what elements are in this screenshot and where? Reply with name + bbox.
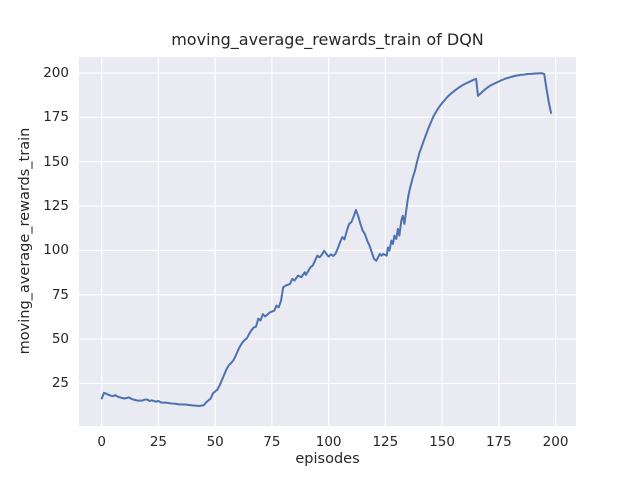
y-tick-label: 125 <box>43 198 69 215</box>
x-tick-label: 25 <box>149 434 168 450</box>
plot-area <box>79 57 576 426</box>
y-tick-label: 50 <box>51 331 69 348</box>
x-tick-label: 200 <box>542 434 569 450</box>
x-tick-label: 175 <box>485 434 512 450</box>
x-tick-label: 50 <box>206 434 224 450</box>
y-tick-label: 100 <box>43 242 69 259</box>
x-tick-label: 0 <box>97 434 106 450</box>
x-tick-label: 150 <box>429 434 455 450</box>
axes-background <box>79 57 576 426</box>
y-tick-label: 25 <box>51 375 69 392</box>
x-tick-label: 75 <box>263 434 281 450</box>
x-axis-label: episodes <box>295 451 360 467</box>
x-tick-label: 100 <box>315 434 342 450</box>
chart-title: moving_average_rewards_train of DQN <box>171 30 484 49</box>
y-tick-label: 75 <box>51 286 69 303</box>
data-line <box>100 72 552 407</box>
y-tick-label: 150 <box>43 153 69 170</box>
x-tick-label: 125 <box>372 434 399 450</box>
y-tick-label: 200 <box>43 64 69 81</box>
y-tick-label: 175 <box>43 109 69 126</box>
